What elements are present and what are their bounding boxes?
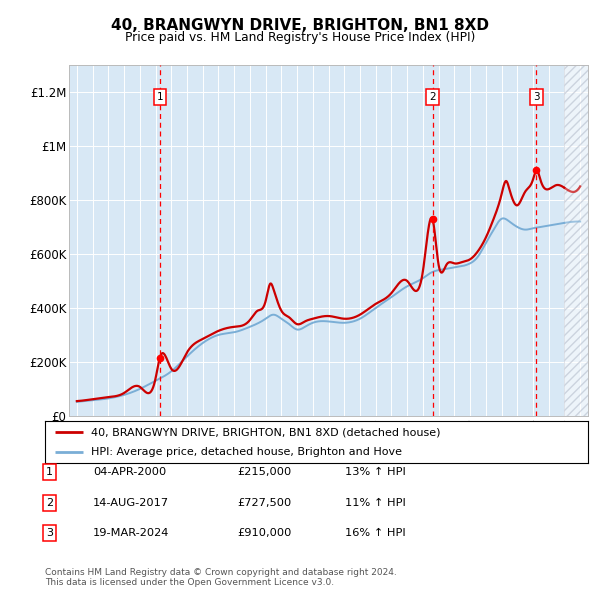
Text: 16% ↑ HPI: 16% ↑ HPI — [345, 529, 406, 538]
Text: HPI: Average price, detached house, Brighton and Hove: HPI: Average price, detached house, Brig… — [91, 447, 402, 457]
Text: 1: 1 — [157, 92, 163, 102]
Text: 13% ↑ HPI: 13% ↑ HPI — [345, 467, 406, 477]
Text: 2: 2 — [430, 92, 436, 102]
Text: Contains HM Land Registry data © Crown copyright and database right 2024.
This d: Contains HM Land Registry data © Crown c… — [45, 568, 397, 587]
Text: 3: 3 — [533, 92, 540, 102]
Text: 40, BRANGWYN DRIVE, BRIGHTON, BN1 8XD: 40, BRANGWYN DRIVE, BRIGHTON, BN1 8XD — [111, 18, 489, 32]
Text: 11% ↑ HPI: 11% ↑ HPI — [345, 498, 406, 507]
Text: 2: 2 — [46, 498, 53, 507]
Bar — [565, 65, 588, 416]
Text: £215,000: £215,000 — [237, 467, 291, 477]
Text: 19-MAR-2024: 19-MAR-2024 — [93, 529, 169, 538]
Text: Price paid vs. HM Land Registry's House Price Index (HPI): Price paid vs. HM Land Registry's House … — [125, 31, 475, 44]
Text: 3: 3 — [46, 529, 53, 538]
Text: £727,500: £727,500 — [237, 498, 291, 507]
Text: 04-APR-2000: 04-APR-2000 — [93, 467, 166, 477]
Text: £910,000: £910,000 — [237, 529, 292, 538]
Text: 14-AUG-2017: 14-AUG-2017 — [93, 498, 169, 507]
Text: 1: 1 — [46, 467, 53, 477]
Text: 40, BRANGWYN DRIVE, BRIGHTON, BN1 8XD (detached house): 40, BRANGWYN DRIVE, BRIGHTON, BN1 8XD (d… — [91, 427, 440, 437]
